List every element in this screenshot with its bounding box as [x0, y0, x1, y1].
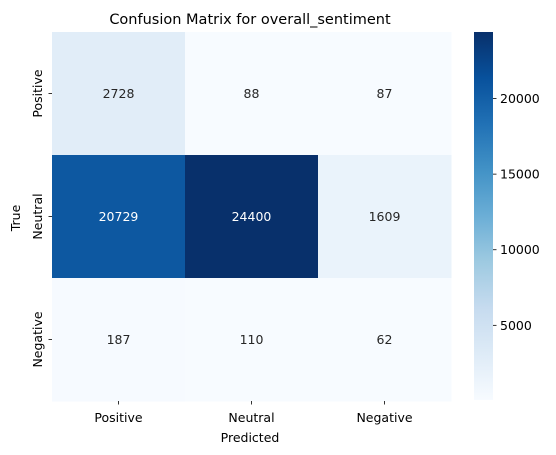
chart-title: Confusion Matrix for overall_sentiment: [109, 12, 391, 28]
y-tick-label: Positive: [30, 69, 45, 117]
cell-value-label: 24400: [232, 209, 272, 224]
colorbar: 5000 10000 15000 20000: [474, 32, 540, 400]
y-axis-label: True: [8, 204, 23, 232]
cell-value-label: 20729: [99, 209, 139, 224]
colorbar-tick-label: 20000: [500, 91, 540, 106]
x-tick-label: Positive: [94, 410, 142, 425]
x-tick-label: Negative: [356, 410, 412, 425]
y-tick-label: Neutral: [30, 193, 45, 239]
colorbar-gradient: [474, 32, 493, 400]
cell-value-label: 2728: [103, 86, 135, 101]
y-tick-label: Negative: [30, 311, 45, 367]
x-tick-label: Neutral: [228, 410, 274, 425]
colorbar-tick-label: 10000: [500, 242, 540, 257]
colorbar-tick-label: 15000: [500, 167, 540, 182]
cell-value-label: 110: [240, 332, 264, 347]
cell-value-label: 1609: [369, 209, 401, 224]
cell-value-label: 187: [107, 332, 131, 347]
colorbar-ticks: 5000 10000 15000 20000: [493, 91, 540, 333]
y-axis-ticks: Positive Neutral Negative: [30, 69, 52, 367]
colorbar-tick-label: 5000: [500, 318, 532, 333]
cell-value-label: 62: [377, 332, 393, 347]
cell-value-label: 87: [377, 86, 393, 101]
x-axis-label: Predicted: [221, 430, 280, 445]
x-axis-ticks: Positive Neutral Negative: [94, 401, 412, 425]
cell-value-label: 88: [244, 86, 260, 101]
